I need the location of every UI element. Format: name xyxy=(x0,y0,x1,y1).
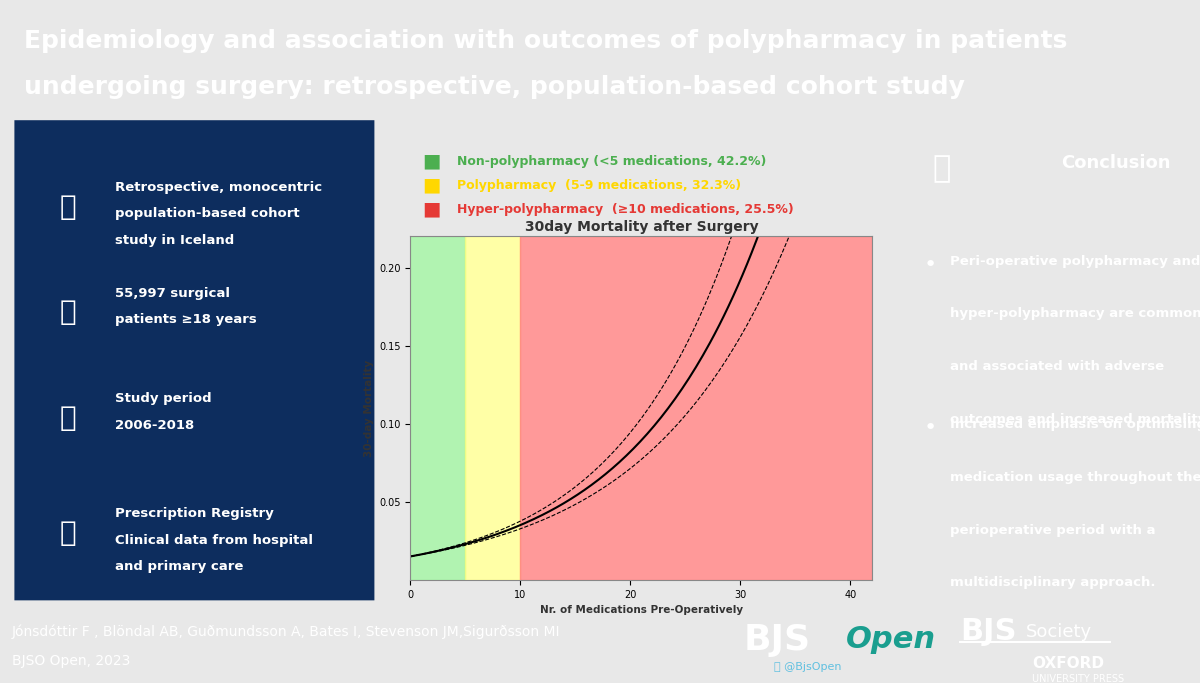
Text: 55,997 surgical: 55,997 surgical xyxy=(115,287,230,300)
Text: ■: ■ xyxy=(422,199,440,219)
Text: Conclusion: Conclusion xyxy=(1061,154,1170,172)
Text: UNIVERSITY PRESS: UNIVERSITY PRESS xyxy=(1032,674,1124,683)
Text: 2006-2018: 2006-2018 xyxy=(115,419,194,432)
Text: Study period: Study period xyxy=(115,392,212,405)
Bar xyxy=(466,236,521,580)
Text: and associated with adverse: and associated with adverse xyxy=(950,361,1164,374)
Text: 📄: 📄 xyxy=(60,519,77,547)
Text: outcomes and increased mortality.: outcomes and increased mortality. xyxy=(950,413,1200,426)
Text: Epidemiology and association with outcomes of polypharmacy in patients: Epidemiology and association with outcom… xyxy=(24,29,1067,53)
FancyBboxPatch shape xyxy=(14,120,374,600)
Text: population-based cohort: population-based cohort xyxy=(115,208,300,221)
Text: •: • xyxy=(924,255,937,275)
Text: study in Iceland: study in Iceland xyxy=(115,234,234,247)
Text: 📅: 📅 xyxy=(60,404,77,432)
Text: OXFORD: OXFORD xyxy=(1032,656,1104,671)
Text: Jónsdóttir F , Blöndal AB, Guðmundsson A, Bates I, Stevenson JM,Sigurðsson MI: Jónsdóttir F , Blöndal AB, Guðmundsson A… xyxy=(12,625,560,639)
Bar xyxy=(521,236,872,580)
Text: multidisciplinary approach.: multidisciplinary approach. xyxy=(950,576,1156,589)
Text: hyper-polypharmacy are common: hyper-polypharmacy are common xyxy=(950,307,1200,320)
Text: 🐦 @BjsOpen: 🐦 @BjsOpen xyxy=(774,663,841,672)
Text: Open: Open xyxy=(846,626,936,654)
Text: BJS: BJS xyxy=(960,617,1016,646)
Text: 🧠: 🧠 xyxy=(932,154,950,183)
Text: Clinical data from hospital: Clinical data from hospital xyxy=(115,534,313,547)
Text: perioperative period with a: perioperative period with a xyxy=(950,524,1156,537)
Title: 30day Mortality after Surgery: 30day Mortality after Surgery xyxy=(524,220,758,234)
Text: undergoing surgery: retrospective, population-based cohort study: undergoing surgery: retrospective, popul… xyxy=(24,75,965,99)
Text: Polypharmacy  (5-9 medications, 32.3%): Polypharmacy (5-9 medications, 32.3%) xyxy=(457,178,742,191)
Text: 👥: 👥 xyxy=(60,298,77,326)
Text: Prescription Registry: Prescription Registry xyxy=(115,507,274,520)
Text: 🔍: 🔍 xyxy=(60,193,77,221)
Text: Society: Society xyxy=(1026,623,1092,641)
Text: medication usage throughout the: medication usage throughout the xyxy=(950,471,1200,484)
Text: •: • xyxy=(924,418,937,438)
Text: patients ≥18 years: patients ≥18 years xyxy=(115,313,257,326)
Text: Retrospective, monocentric: Retrospective, monocentric xyxy=(115,181,323,194)
Text: Hyper-polypharmacy  (≥10 medications, 25.5%): Hyper-polypharmacy (≥10 medications, 25.… xyxy=(457,203,794,216)
Text: Increased emphasis on optimising: Increased emphasis on optimising xyxy=(950,418,1200,431)
Text: and primary care: and primary care xyxy=(115,560,244,573)
X-axis label: Nr. of Medications Pre-Operatively: Nr. of Medications Pre-Operatively xyxy=(540,605,743,615)
Bar xyxy=(410,236,466,580)
Text: BJS: BJS xyxy=(744,623,811,657)
Text: ■: ■ xyxy=(422,152,440,171)
Text: Peri-operative polypharmacy and: Peri-operative polypharmacy and xyxy=(950,255,1200,268)
Y-axis label: 30-day Mortality: 30-day Mortality xyxy=(364,359,373,457)
Text: ■: ■ xyxy=(422,176,440,195)
Text: Non-polypharmacy (<5 medications, 42.2%): Non-polypharmacy (<5 medications, 42.2%) xyxy=(457,154,767,167)
Text: BJSO Open, 2023: BJSO Open, 2023 xyxy=(12,654,131,668)
